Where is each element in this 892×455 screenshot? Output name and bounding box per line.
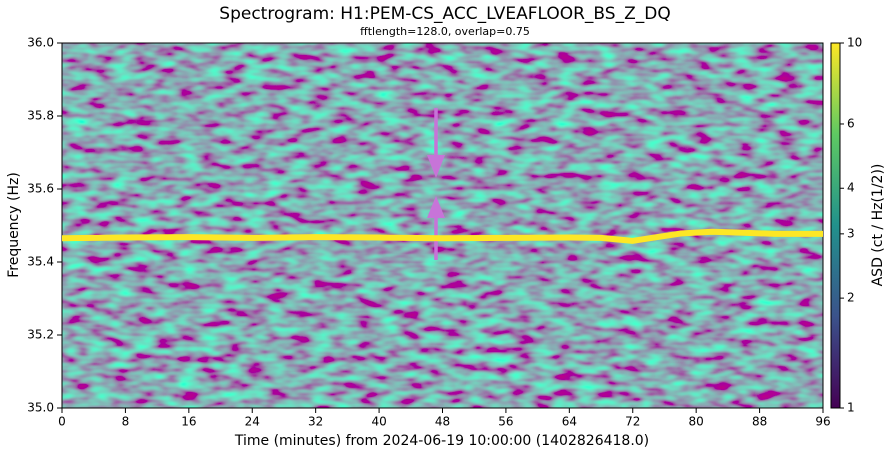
- chart-subtitle: fftlength=128.0, overlap=0.75: [360, 25, 530, 38]
- y-tick-label: 35.6: [27, 182, 54, 196]
- arrow-head: [427, 196, 445, 218]
- x-tick-label: 72: [625, 415, 640, 429]
- y-tick-label: 36.0: [27, 36, 54, 50]
- colorbar-frame: [830, 42, 841, 409]
- x-tick-label: 88: [752, 415, 767, 429]
- x-tick-label: 96: [815, 415, 830, 429]
- colorbar-tick-label: 6: [847, 116, 855, 130]
- x-tick-label: 48: [435, 415, 450, 429]
- colorbar-tick-label: 3: [847, 226, 855, 240]
- colorbar-tick-label: 1: [847, 401, 855, 415]
- x-tick-label: 64: [562, 415, 577, 429]
- x-tick-label: 40: [371, 415, 386, 429]
- y-tick-label: 35.2: [27, 328, 54, 342]
- x-axis-label: Time (minutes) from 2024-06-19 10:00:00 …: [234, 433, 649, 449]
- y-tick-label: 35.8: [27, 109, 54, 123]
- chart-title: Spectrogram: H1:PEM-CS_ACC_LVEAFLOOR_BS_…: [219, 4, 670, 24]
- colorbar-tick-label: 10: [847, 36, 862, 50]
- x-tick-label: 56: [498, 415, 513, 429]
- x-tick-label: 0: [58, 415, 66, 429]
- x-tick-label: 24: [245, 415, 260, 429]
- y-tick-label: 35.4: [27, 255, 54, 269]
- y-tick-label: 35.0: [27, 401, 54, 415]
- colorbar: [831, 43, 840, 408]
- x-tick-label: 16: [181, 415, 196, 429]
- colorbar-label: ASD (ct / Hz(1/2)): [870, 164, 886, 287]
- annotation-arrows: [427, 108, 445, 260]
- y-axis-label: Frequency (Hz): [6, 172, 22, 278]
- line-series: [61, 228, 823, 244]
- spectrogram-noise: [62, 43, 823, 408]
- x-tick-label: 32: [308, 415, 323, 429]
- x-tick-label: 80: [689, 415, 704, 429]
- colorbar-tick-label: 2: [847, 291, 855, 305]
- arrow-head: [427, 155, 445, 178]
- colorbar-tick-label: 4: [847, 181, 855, 195]
- x-tick-label: 8: [122, 415, 130, 429]
